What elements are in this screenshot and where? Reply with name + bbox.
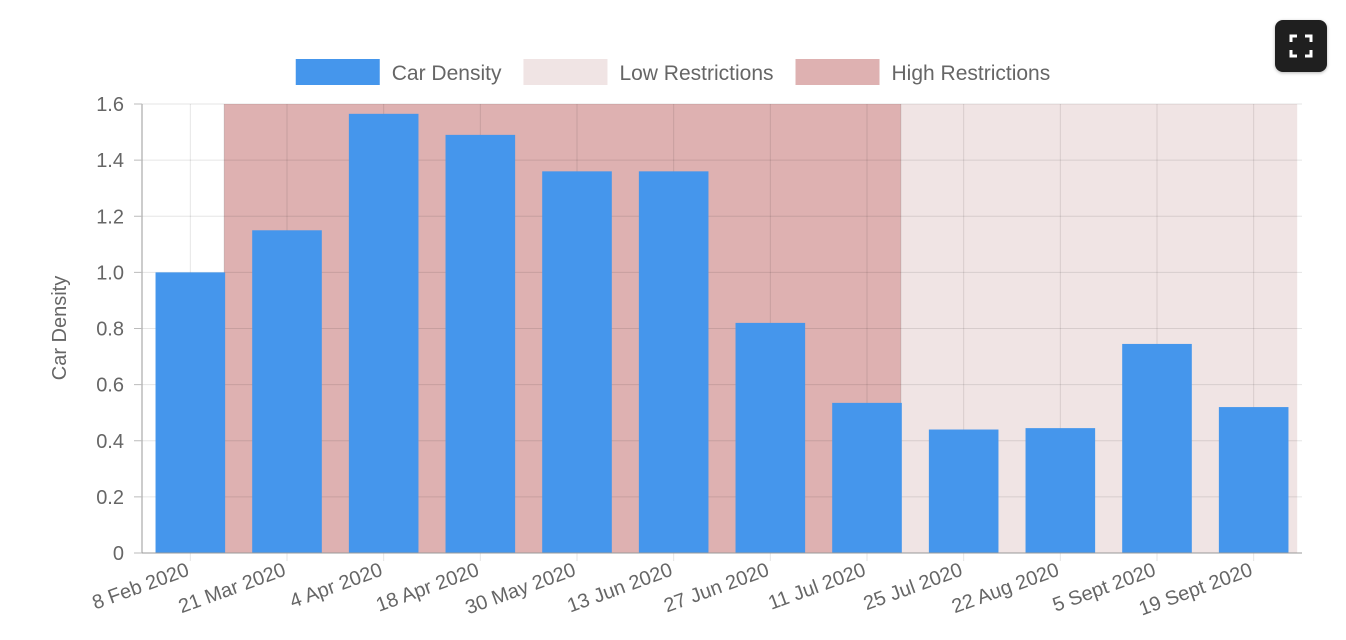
bar[interactable]: 5 Sept 2020: 0.745 xyxy=(1122,343,1192,553)
x-tick-label: 13 Jun 2020 xyxy=(564,559,675,617)
y-tick-label: 0.4 xyxy=(96,431,124,453)
x-tick-label: 27 Jun 2020 xyxy=(661,559,772,617)
x-tick-label: 21 Mar 2020 xyxy=(176,559,289,618)
bar[interactable]: 25 Jul 2020: 0.44 xyxy=(928,429,999,553)
bar[interactable]: 13 Jun 2020: 1.36 xyxy=(638,171,709,553)
x-tick-label: 22 Aug 2020 xyxy=(949,559,1062,618)
y-tick-label: 1.2 xyxy=(96,206,124,228)
bar-series: 8 Feb 2020: 1 21 Mar 2020: 1.15 4 Apr 2020… xyxy=(155,113,1289,554)
bar[interactable]: 27 Jun 2020: 0.82 xyxy=(735,322,806,553)
x-tick-label: 8 Feb 2020 xyxy=(89,559,192,614)
bar[interactable]: 21 Mar 2020: 1.15 xyxy=(252,230,322,553)
y-tick-label: 1.4 xyxy=(96,150,124,172)
legend-label[interactable]: Low Restrictions xyxy=(619,62,773,85)
bar[interactable]: 8 Feb 2020: 1 xyxy=(155,272,226,553)
y-tick-label: 0 xyxy=(113,543,124,565)
chart-legend: Car Density Low Restrictions High Restrict… xyxy=(295,59,1051,85)
legend-label[interactable]: High Restrictions xyxy=(892,62,1051,85)
legend-swatch[interactable] xyxy=(295,59,380,85)
y-tick-label: 0.2 xyxy=(96,487,124,509)
x-tick-label: 4 Apr 2020 xyxy=(287,559,385,613)
bar[interactable]: 4 Apr 2020: 1.565 xyxy=(348,113,419,554)
bar[interactable]: 19 Sept 2020: 0.52 xyxy=(1218,407,1289,553)
bar[interactable]: 30 May 2020: 1.36 xyxy=(542,171,612,553)
bar[interactable]: 18 Apr 2020: 1.49 xyxy=(445,134,516,553)
fullscreen-button[interactable] xyxy=(1275,20,1327,72)
y-tick-label: 0.8 xyxy=(96,319,124,341)
x-tick-label: 11 Jul 2020 xyxy=(765,559,868,615)
y-tick-label: 1.6 xyxy=(96,94,124,116)
y-tick-label: 0.6 xyxy=(96,375,124,397)
y-tick-label: 1.0 xyxy=(96,262,124,284)
legend-swatch[interactable] xyxy=(795,59,880,85)
bar[interactable]: 22 Aug 2020: 0.445 xyxy=(1025,428,1096,553)
fullscreen-icon xyxy=(1289,34,1313,58)
bar[interactable]: 11 Jul 2020: 0.535 xyxy=(832,402,902,553)
y-axis-label: Car Density xyxy=(49,276,71,380)
x-tick-label: 25 Jul 2020 xyxy=(861,559,966,615)
legend-label[interactable]: Car Density xyxy=(392,62,502,85)
x-tick-label: 30 May 2020 xyxy=(463,559,579,619)
legend-swatch[interactable] xyxy=(523,59,608,85)
